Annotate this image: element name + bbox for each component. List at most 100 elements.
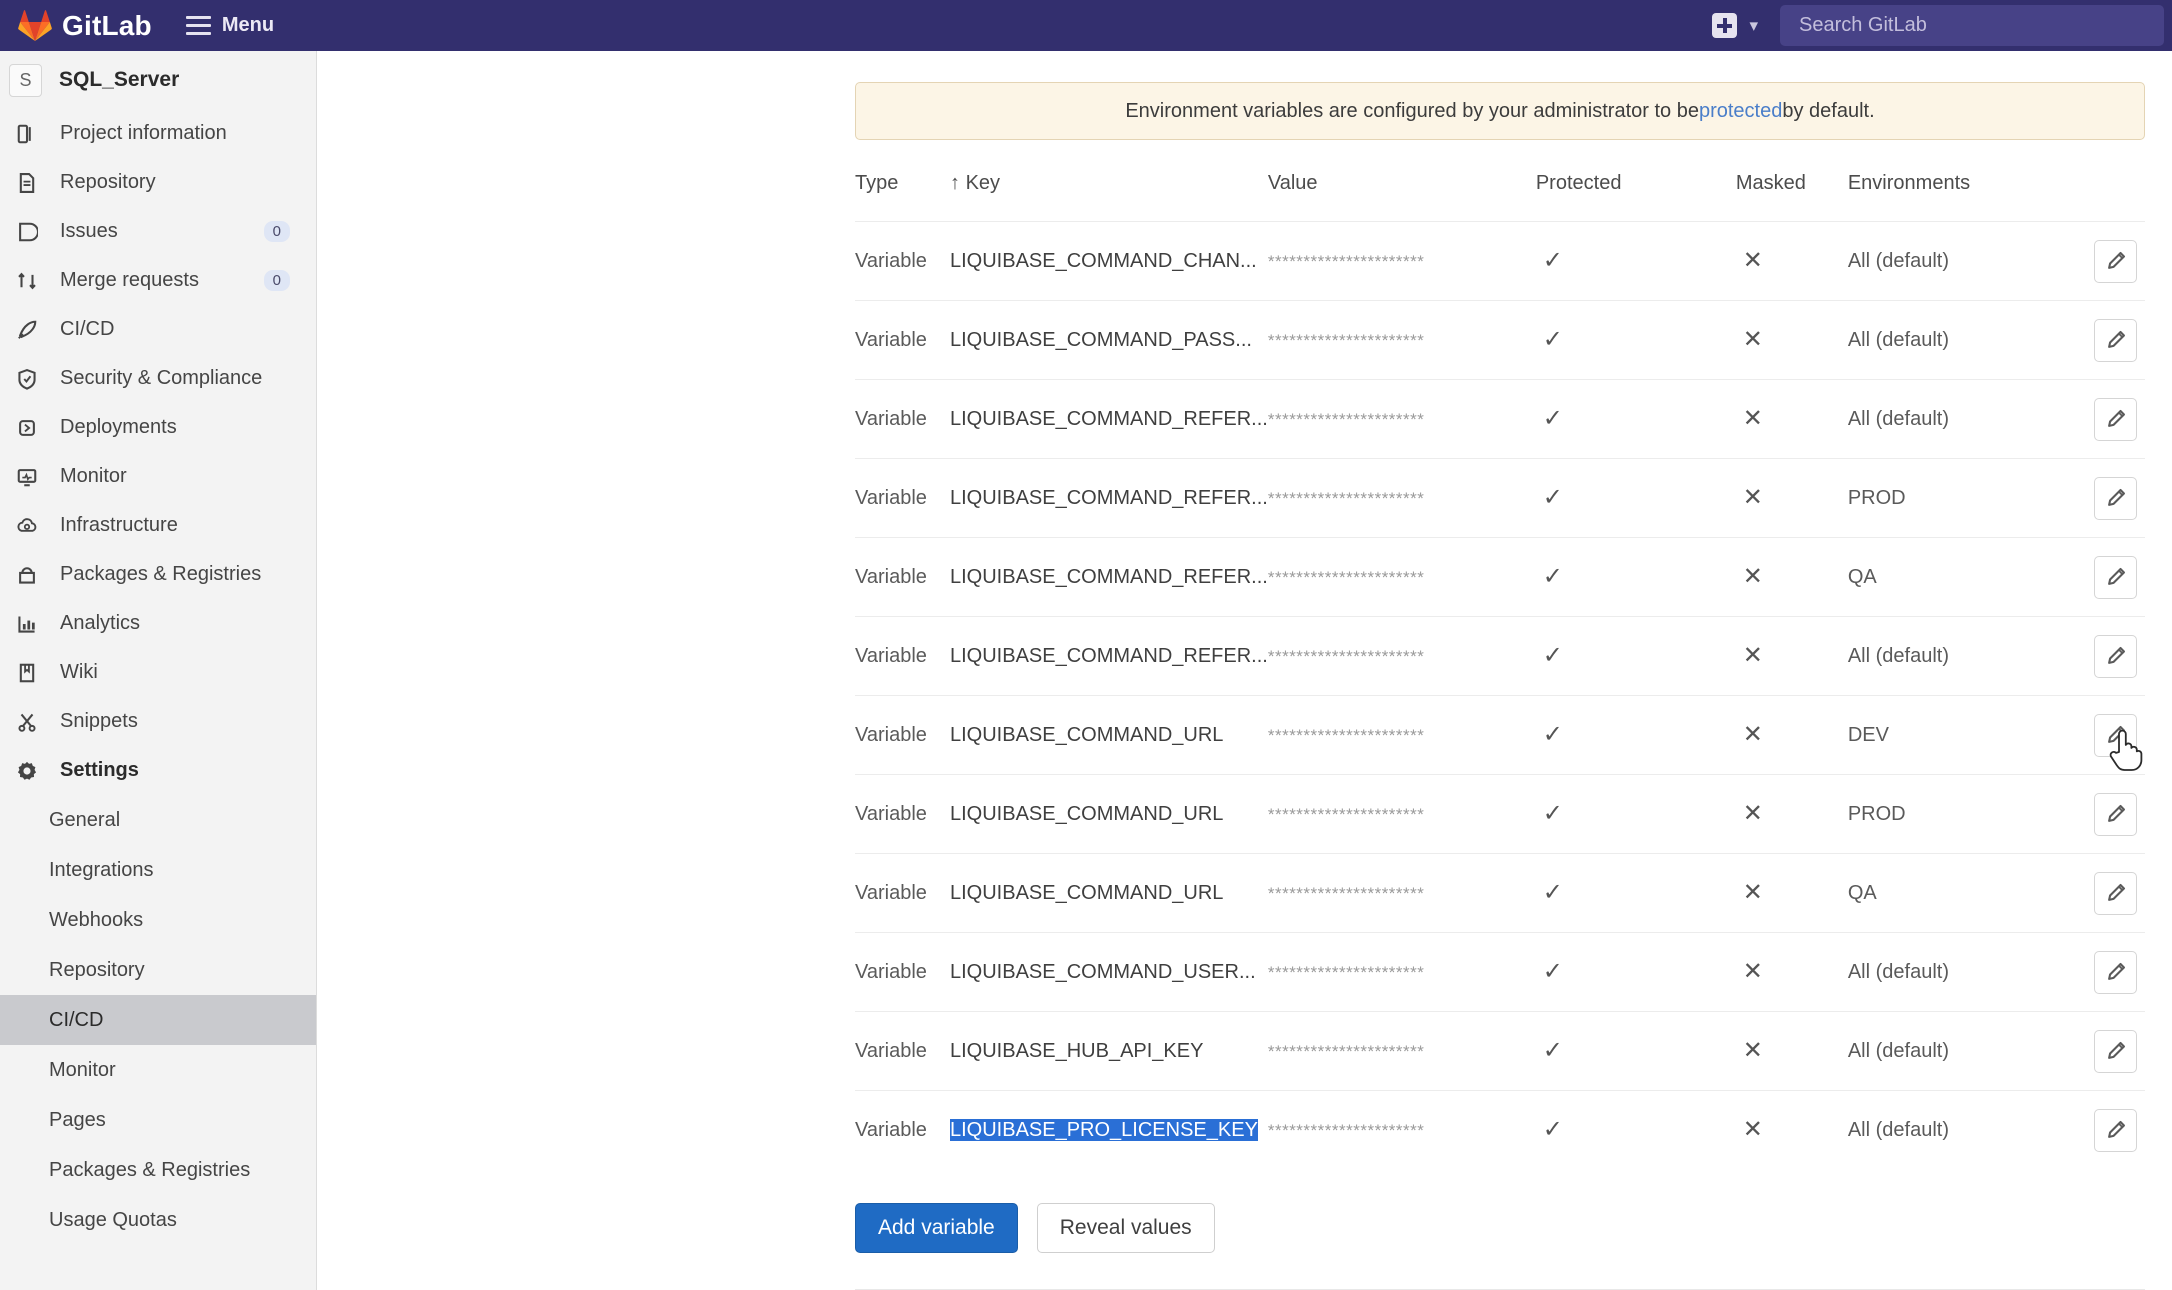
settings-subitem-packages-registries[interactable]: Packages & Registries <box>0 1145 316 1195</box>
edit-variable-button[interactable] <box>2094 634 2137 678</box>
sidebar-item-label: Merge requests <box>60 269 199 291</box>
table-row[interactable]: Variable LIQUIBASE_COMMAND_PASS... *******… <box>855 300 2145 380</box>
sidebar-item-monitor[interactable]: Monitor <box>0 452 316 501</box>
edit-variable-button[interactable] <box>2094 950 2137 994</box>
settings-subitem-label: Repository <box>49 958 145 981</box>
variable-key-text[interactable]: LIQUIBASE_COMMAND_PASS... <box>950 328 1252 351</box>
cell-type: Variable <box>855 774 950 854</box>
variable-key-text[interactable]: LIQUIBASE_COMMAND_URL <box>950 881 1224 904</box>
settings-subitem-label: General <box>49 808 121 831</box>
edit-variable-button[interactable] <box>2094 476 2137 520</box>
sidebar-item-issues[interactable]: Issues 0 <box>0 207 316 256</box>
table-row[interactable]: Variable LIQUIBASE_COMMAND_URL ***********… <box>855 853 2145 933</box>
variable-key-text[interactable]: LIQUIBASE_COMMAND_URL <box>950 802 1224 825</box>
gear-icon <box>16 759 44 783</box>
protected-link[interactable]: protected <box>1698 99 1783 122</box>
edit-variable-button[interactable] <box>2094 318 2137 362</box>
main-menu-button[interactable]: Menu <box>185 14 274 37</box>
settings-subitem-repository[interactable]: Repository <box>0 945 316 995</box>
variable-key-text[interactable]: LIQUIBASE_HUB_API_KEY <box>950 1039 1204 1062</box>
sidebar-item-project-information[interactable]: Project information <box>0 109 316 158</box>
ci-cd-variables-panel: Environment variables are configured by … <box>855 51 2145 1290</box>
variable-key-text[interactable]: LIQUIBASE_COMMAND_URL <box>950 723 1224 746</box>
edit-variable-button[interactable] <box>2094 713 2137 757</box>
table-row[interactable]: Variable LIQUIBASE_HUB_API_KEY ***********… <box>855 1011 2145 1091</box>
chevron-down-icon[interactable]: ▾ <box>1749 16 1758 35</box>
cell-protected: ✓ <box>1535 300 1736 380</box>
sidebar-item-deployments[interactable]: Deployments <box>0 403 316 452</box>
gitlab-wordmark[interactable]: GitLab <box>62 9 152 41</box>
cell-key: LIQUIBASE_COMMAND_URL <box>950 853 1268 933</box>
settings-subitem-pages[interactable]: Pages <box>0 1095 316 1145</box>
cell-actions <box>2017 300 2145 380</box>
cell-environment: DEV <box>1847 695 2018 775</box>
sidebar-item-ci-cd[interactable]: CI/CD <box>0 305 316 354</box>
table-row[interactable]: Variable LIQUIBASE_COMMAND_REFER... ******… <box>855 537 2145 617</box>
edit-variable-button[interactable] <box>2094 1108 2137 1152</box>
settings-subitem-webhooks[interactable]: Webhooks <box>0 895 316 945</box>
table-row[interactable]: Variable LIQUIBASE_COMMAND_REFER... ******… <box>855 458 2145 538</box>
reveal-values-button[interactable]: Reveal values <box>1036 1202 1215 1253</box>
cell-value: ********************** <box>1267 1090 1536 1170</box>
edit-variable-button[interactable] <box>2094 239 2137 283</box>
plus-square-icon[interactable] <box>1712 13 1738 38</box>
settings-subitem-ci-cd[interactable]: CI/CD <box>0 995 316 1045</box>
sidebar-item-merge-requests[interactable]: Merge requests 0 <box>0 256 316 305</box>
gitlab-logo-icon[interactable] <box>18 9 52 42</box>
cell-protected: ✓ <box>1535 379 1736 459</box>
sidebar-item-wiki[interactable]: Wiki <box>0 648 316 697</box>
sidebar-item-settings[interactable]: Settings <box>0 746 316 795</box>
settings-subitem-usage-quotas[interactable]: Usage Quotas <box>0 1195 316 1245</box>
cell-masked: ✕ <box>1735 695 1848 775</box>
sidebar-item-security-compliance[interactable]: Security & Compliance <box>0 354 316 403</box>
variable-key-text[interactable]: LIQUIBASE_COMMAND_CHAN... <box>950 249 1257 272</box>
cell-environment: All (default) <box>1847 932 2018 1012</box>
sidebar-item-analytics[interactable]: Analytics <box>0 599 316 648</box>
sidebar-item-snippets[interactable]: Snippets <box>0 697 316 746</box>
table-row[interactable]: Variable LIQUIBASE_COMMAND_URL ***********… <box>855 695 2145 775</box>
settings-subitem-general[interactable]: General <box>0 795 316 845</box>
settings-subitem-label: Pages <box>49 1108 106 1131</box>
variable-key-text[interactable]: LIQUIBASE_COMMAND_REFER... <box>950 486 1268 509</box>
cell-protected: ✓ <box>1535 616 1736 696</box>
cell-masked: ✕ <box>1735 379 1848 459</box>
variable-key-text[interactable]: LIQUIBASE_COMMAND_REFER... <box>950 407 1268 430</box>
variable-key-text[interactable]: LIQUIBASE_COMMAND_REFER... <box>950 644 1268 667</box>
column-header-type[interactable]: Type <box>855 172 899 194</box>
project-name: SQL_Server <box>59 68 180 91</box>
column-header-value[interactable]: Value <box>1267 172 1318 194</box>
sidebar-item-packages-registries[interactable]: Packages & Registries <box>0 550 316 599</box>
edit-variable-button[interactable] <box>2094 792 2137 836</box>
edit-variable-button[interactable] <box>2094 555 2137 599</box>
column-header-environments[interactable]: Environments <box>1847 172 1971 194</box>
sidebar-item-infrastructure[interactable]: Infrastructure <box>0 501 316 550</box>
settings-subitem-integrations[interactable]: Integrations <box>0 845 316 895</box>
edit-variable-button[interactable] <box>2094 871 2137 915</box>
project-header[interactable]: S SQL_Server <box>0 51 316 109</box>
edit-variable-button[interactable] <box>2094 1029 2137 1073</box>
deployments-icon <box>16 416 44 440</box>
sidebar-item-repository[interactable]: Repository <box>0 158 316 207</box>
variable-key-text[interactable]: LIQUIBASE_PRO_LICENSE_KEY <box>950 1118 1258 1141</box>
variable-key-text[interactable]: LIQUIBASE_COMMAND_USER... <box>950 960 1256 983</box>
repository-icon <box>16 171 44 195</box>
settings-subitem-label: Webhooks <box>49 908 144 931</box>
table-row[interactable]: Variable LIQUIBASE_COMMAND_REFER... ******… <box>855 616 2145 696</box>
add-variable-button[interactable]: Add variable <box>855 1202 1018 1253</box>
table-row[interactable]: Variable LIQUIBASE_COMMAND_USER... *******… <box>855 932 2145 1012</box>
settings-subitem-monitor[interactable]: Monitor <box>0 1045 316 1095</box>
table-row[interactable]: Variable LIQUIBASE_PRO_LICENSE_KEY *******… <box>855 1090 2145 1170</box>
variable-key-text[interactable]: LIQUIBASE_COMMAND_REFER... <box>950 565 1268 588</box>
table-row[interactable]: Variable LIQUIBASE_COMMAND_REFER... ******… <box>855 379 2145 459</box>
column-header-protected[interactable]: Protected <box>1535 172 1622 194</box>
table-row[interactable]: Variable LIQUIBASE_COMMAND_CHAN... *******… <box>855 221 2145 301</box>
search-input[interactable]: Search GitLab <box>1780 5 2164 46</box>
edit-variable-button[interactable] <box>2094 397 2137 441</box>
column-header-masked[interactable]: Masked <box>1735 172 1806 194</box>
cell-protected: ✓ <box>1535 537 1736 617</box>
table-row[interactable]: Variable LIQUIBASE_COMMAND_URL ***********… <box>855 774 2145 854</box>
column-header-key-label: Key <box>965 172 1001 194</box>
cell-actions <box>2017 774 2145 854</box>
column-header-key[interactable]: ↑ Key <box>950 172 1268 222</box>
cell-value: ********************** <box>1267 221 1536 301</box>
